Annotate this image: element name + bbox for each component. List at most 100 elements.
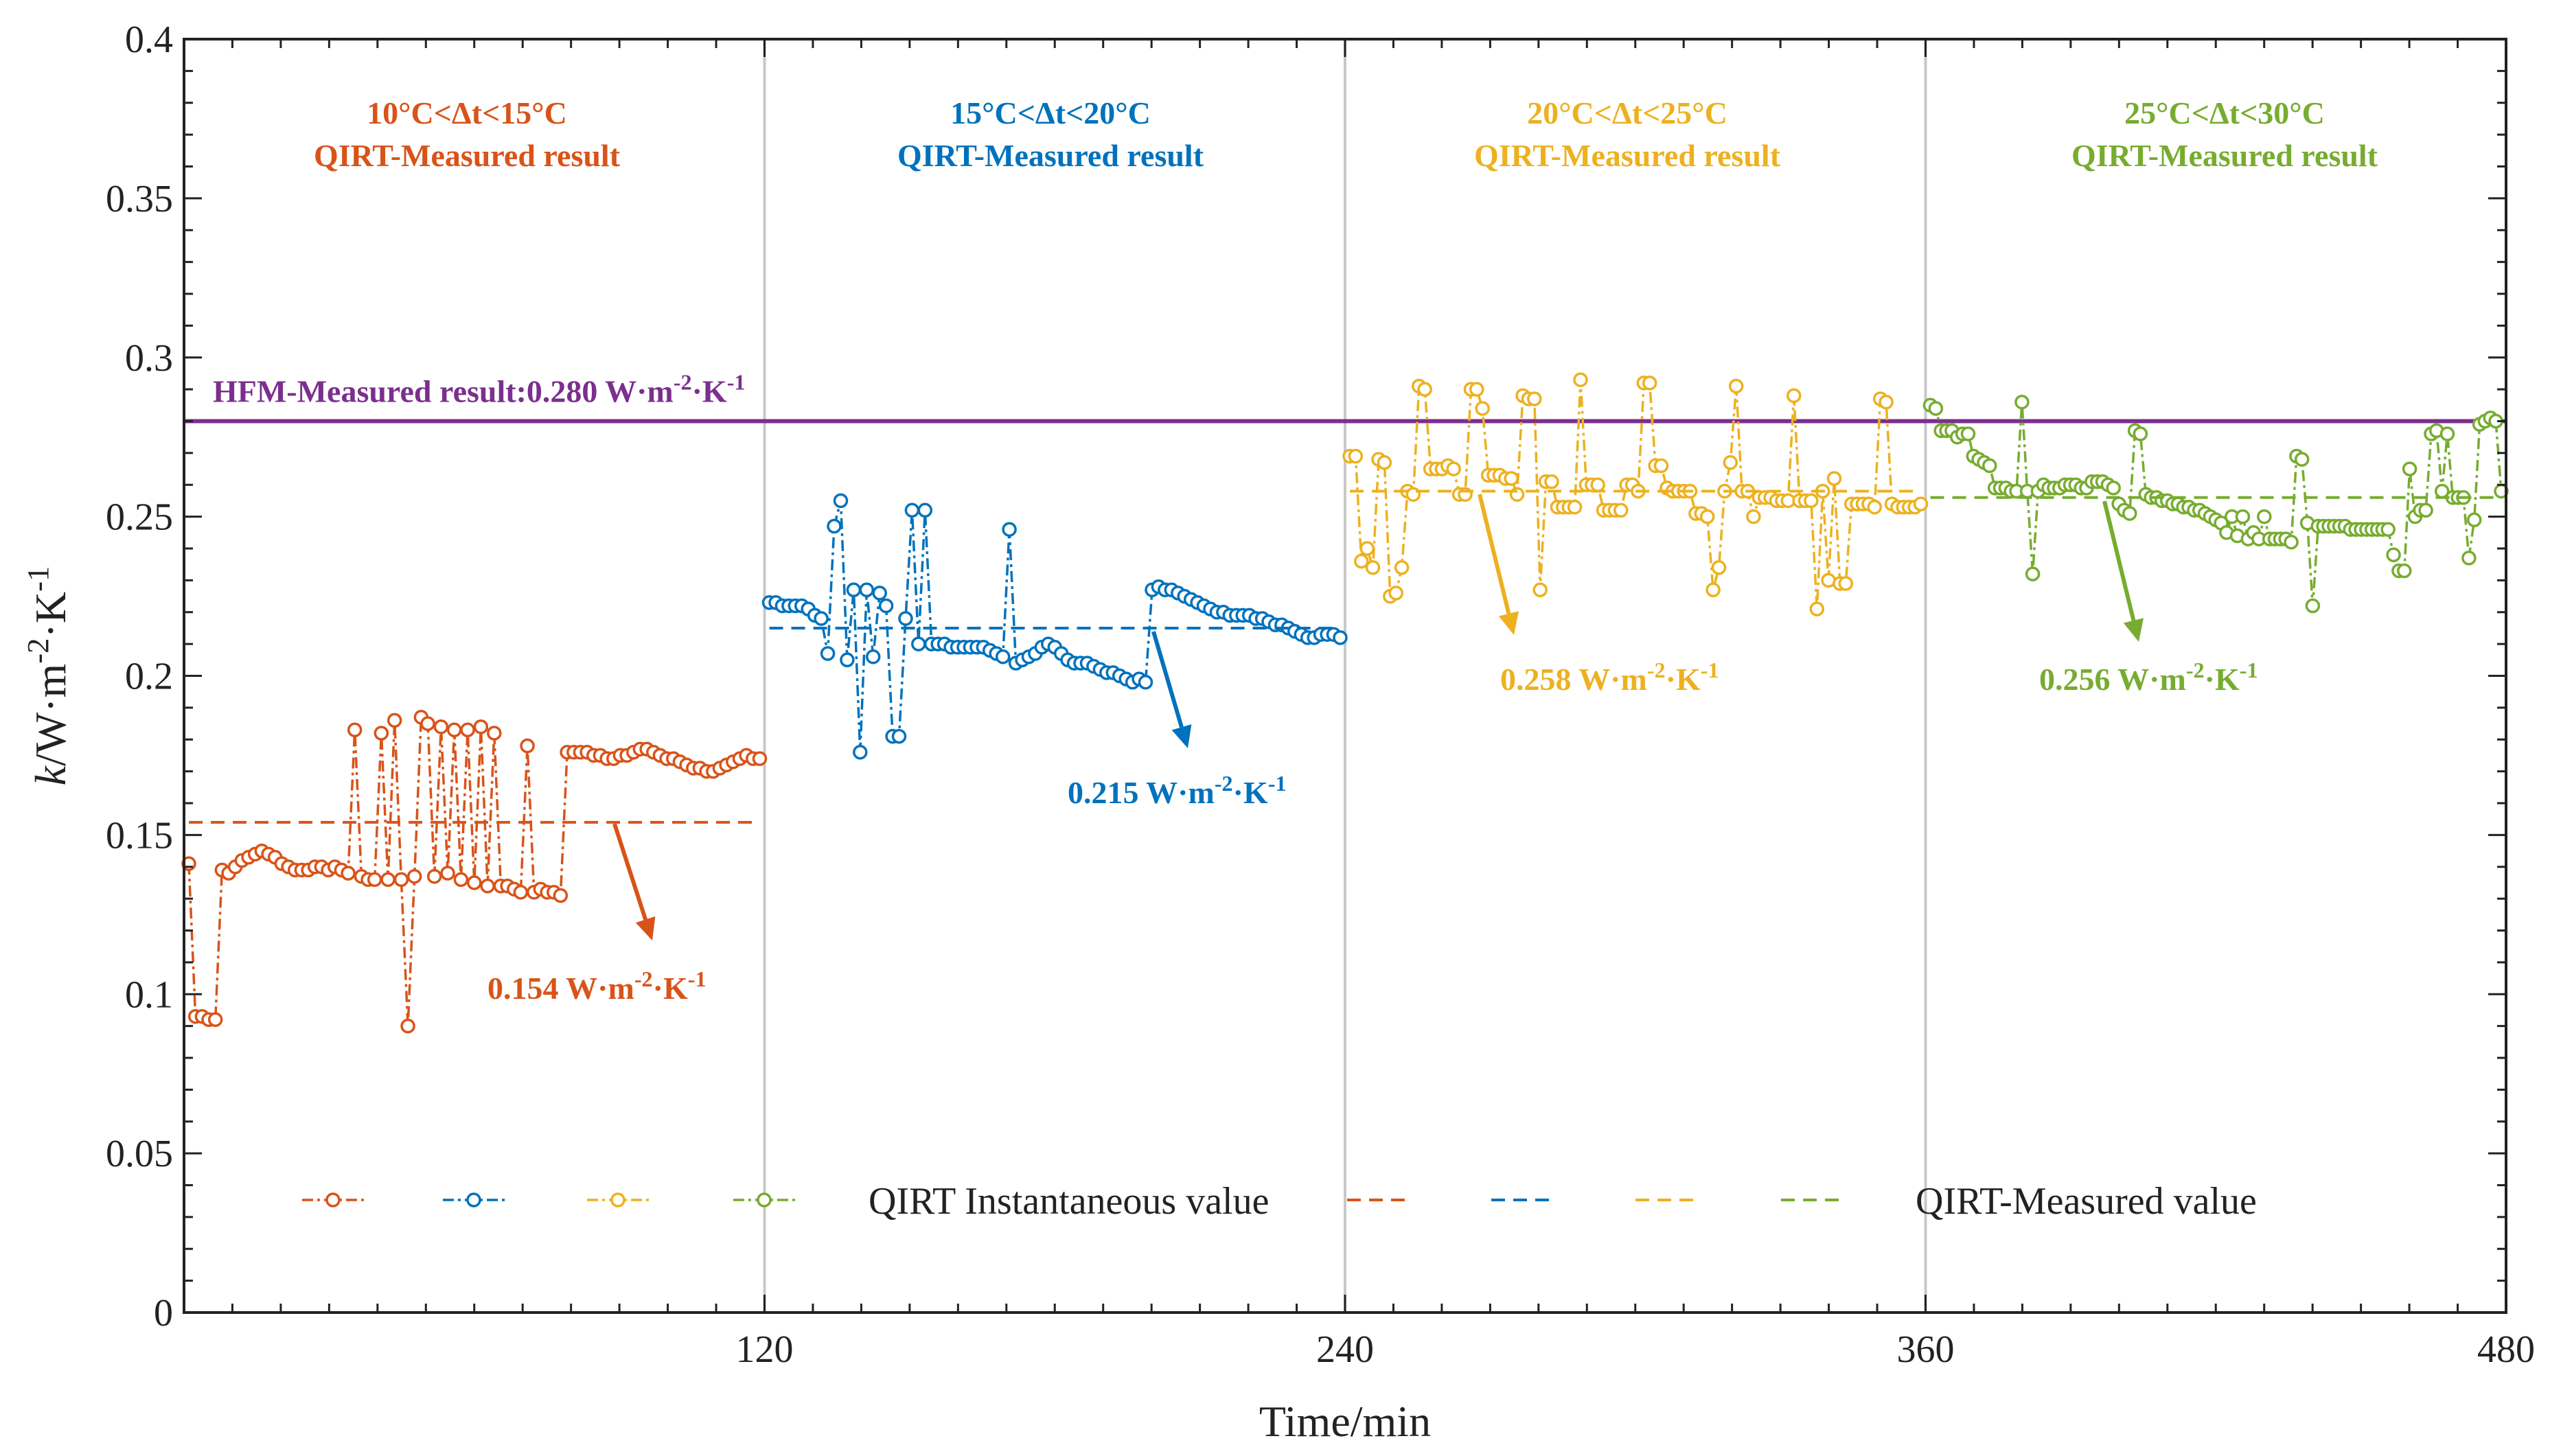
series-4-point-97	[2439, 426, 2455, 441]
series-3-point-9	[1388, 586, 1403, 601]
series-3-measured-label: 0.258 W·m-2·K-1	[1500, 658, 1719, 697]
series-3-point-40	[1567, 499, 1583, 515]
series-4-point-2	[1928, 401, 1944, 416]
segment-1-subtitle: QIRT-Measured result	[314, 138, 621, 173]
series-3-point-92	[1867, 499, 1883, 515]
series-1-point-39	[433, 719, 449, 735]
series-3-point-67	[1723, 455, 1738, 470]
series-4-point-93	[2418, 502, 2433, 518]
series-4-point-8	[1960, 426, 1976, 441]
legend-measured-label: QIRT-Measured value	[1916, 1180, 2257, 1223]
x-tick-label: 360	[1897, 1328, 1955, 1371]
x-tick-label: 480	[2477, 1328, 2535, 1371]
segment-3-subtitle: QIRT-Measured result	[1474, 138, 1781, 173]
series-1-arrowhead	[635, 916, 656, 940]
series-2-point-89	[1333, 630, 1348, 645]
series-1-point-57	[553, 888, 568, 903]
y-tick-label: 0.2	[125, 656, 173, 698]
series-2-point-17	[865, 649, 881, 665]
y-tick-label: 0.35	[106, 178, 173, 220]
series-4-arrowhead	[2123, 618, 2144, 642]
series-3-point-82	[1809, 601, 1825, 616]
series-2-point-9	[814, 611, 829, 626]
series-2-point-38	[1002, 522, 1017, 537]
series-2-point-22	[898, 611, 913, 626]
series-3-point-53	[1642, 375, 1657, 391]
series-2-point-37	[995, 649, 1011, 665]
series-3-arrowhead	[1498, 611, 1519, 635]
series-3-point-33	[1527, 391, 1542, 406]
x-tick-label: 120	[736, 1328, 794, 1371]
segment-2-title: 15°C<Δt<20°C	[950, 95, 1151, 130]
series-1-point-33	[393, 872, 409, 888]
series-3-point-44	[1590, 477, 1605, 493]
y-tick-label: 0.1	[125, 973, 173, 1016]
series-3-point-68	[1728, 378, 1744, 394]
series-1-point-87	[752, 751, 768, 766]
series-2-measured-label: 0.215 W·m-2·K-1	[1068, 771, 1287, 810]
series-2-point-59	[1138, 675, 1153, 690]
series-4-point-89	[2397, 563, 2412, 579]
series-4-point-59	[2235, 509, 2251, 524]
legend-instantaneous-marker-1	[325, 1192, 341, 1207]
x-axis-title: Time/min	[1259, 1397, 1431, 1446]
series-3-point-81	[1804, 493, 1819, 509]
series-1-point-44	[467, 875, 482, 890]
segment-4-title: 25°C<Δt<30°C	[2124, 95, 2325, 130]
series-2-arrowhead	[1171, 724, 1192, 748]
series-2-point-23	[904, 502, 920, 518]
legend-instantaneous-marker-2	[466, 1192, 481, 1207]
series-1-point-46	[480, 878, 495, 894]
series-1-point-42	[453, 872, 469, 888]
series-3-point-41	[1573, 372, 1588, 387]
series-2-point-14	[846, 582, 862, 598]
series-1-point-45	[473, 719, 489, 735]
series-1-point-41	[446, 722, 462, 738]
series-3-point-63	[1699, 509, 1715, 524]
legend-instantaneous-marker-3	[610, 1192, 625, 1207]
series-3-point-14	[1417, 382, 1432, 397]
series-3-point-5	[1365, 560, 1381, 575]
series-4-point-72	[2305, 598, 2321, 614]
series-4-point-102	[2466, 512, 2482, 528]
series-3-point-55	[1653, 458, 1669, 474]
axes: 0 0.05 0.1 0.15 0.2 0.25 0.3 0.35 0.4 120 240 360 48…	[21, 19, 2535, 1446]
series-3-point-65	[1711, 560, 1727, 575]
y-tick-label: 0.25	[106, 496, 173, 539]
series-3-point-36	[1544, 474, 1559, 489]
series-1-point-32	[387, 713, 402, 728]
series-1-point-37	[420, 716, 435, 731]
series-3	[1342, 372, 1929, 616]
legend-instantaneous-label: QIRT Instantaneous value	[869, 1180, 1269, 1223]
y-axis-title: k/W·m-2·K-1	[21, 566, 75, 786]
series-3-point-2	[1348, 448, 1364, 464]
series-3-point-71	[1746, 509, 1761, 524]
series-3-point-29	[1504, 471, 1519, 486]
series-2-point-15	[853, 745, 868, 760]
series-3-point-94	[1879, 394, 1894, 410]
series-3-point-48	[1613, 502, 1629, 518]
series-4-point-70	[2294, 452, 2310, 467]
x-tick-label: 240	[1316, 1328, 1374, 1371]
series-3-point-7	[1377, 455, 1392, 470]
y-tick-label: 0.05	[106, 1133, 173, 1175]
series-1-point-31	[380, 872, 395, 888]
series-4-point-35	[2106, 481, 2121, 496]
series-2-point-10	[820, 646, 836, 661]
series-4	[1922, 394, 2509, 614]
series-1-point-30	[374, 726, 389, 741]
y-tick-label: 0.3	[125, 337, 173, 380]
series-4-point-18	[2014, 394, 2030, 410]
series-1-point-38	[426, 868, 442, 884]
segment-4-subtitle: QIRT-Measured result	[2071, 138, 2378, 173]
series-3-arrow	[1478, 494, 1511, 614]
series-3-point-23	[1469, 382, 1484, 397]
series-2-point-18	[872, 586, 887, 601]
y-tick-label: 0.4	[125, 19, 173, 61]
series-1-point-47	[487, 726, 502, 741]
series-1-point-5	[207, 1012, 223, 1028]
series-3-point-87	[1838, 576, 1854, 591]
series-4-point-86	[2380, 522, 2396, 537]
series-4-point-90	[2402, 461, 2417, 476]
